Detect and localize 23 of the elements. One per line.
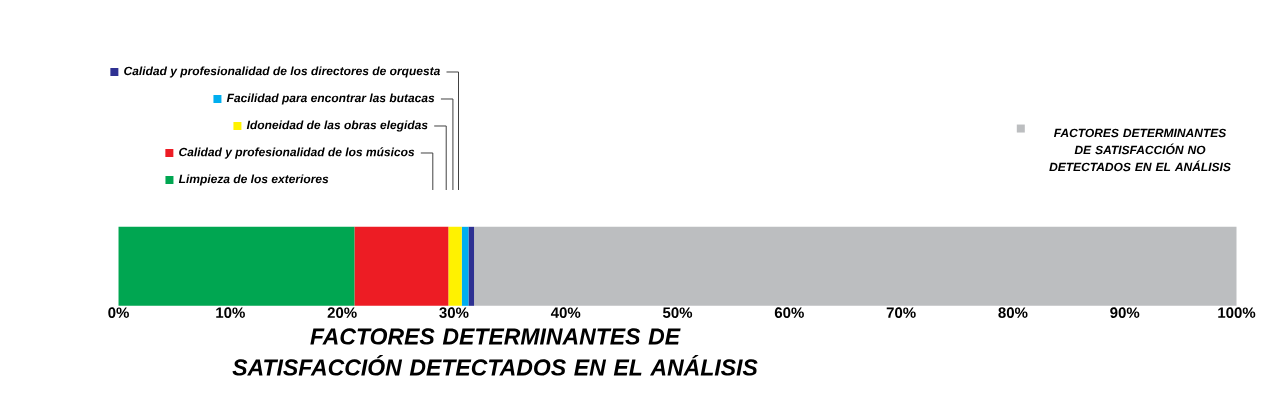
legend-label: FACTORES DETERMINANTES DE SATISFACCIÓN NO DETECTADOS EN EL ANÁLISIS — [1049, 128, 1231, 172]
x-tick-label: 80% — [998, 307, 1028, 318]
legend-label: Calidad y profesionalidad de los músicos — [179, 147, 415, 159]
x-tick-label: 100% — [1218, 307, 1256, 318]
x-tick-label: 50% — [662, 307, 693, 318]
x-tick-label: 30% — [439, 307, 469, 318]
legend-label: Calidad y profesionalidad de los directores de orquesta — [124, 66, 440, 78]
x-tick-label: 90% — [1110, 307, 1140, 318]
bar — [474, 226, 1237, 306]
x-tick-label: 70% — [886, 307, 916, 318]
legend-label: Idoneidad de las obras elegidas — [246, 120, 428, 132]
x-tick-label: 0% — [108, 307, 129, 318]
bar — [448, 226, 462, 306]
bar — [468, 226, 475, 306]
bar — [354, 226, 449, 306]
x-tick-label: 10% — [216, 307, 245, 318]
legend-label: Facilidad para encontrar las butacas — [226, 93, 435, 105]
legend-label: Limpieza de los exteriores — [178, 174, 329, 186]
x-tick-label: 20% — [327, 307, 357, 318]
x-axis-title: FACTORES DETERMINANTES DE SATISFACCIÓN DETECTADOS EN EL ANÁLISIS — [232, 328, 758, 376]
bar — [118, 226, 355, 306]
x-tick-label: 40% — [550, 307, 581, 318]
x-tick-label: 60% — [774, 307, 804, 318]
